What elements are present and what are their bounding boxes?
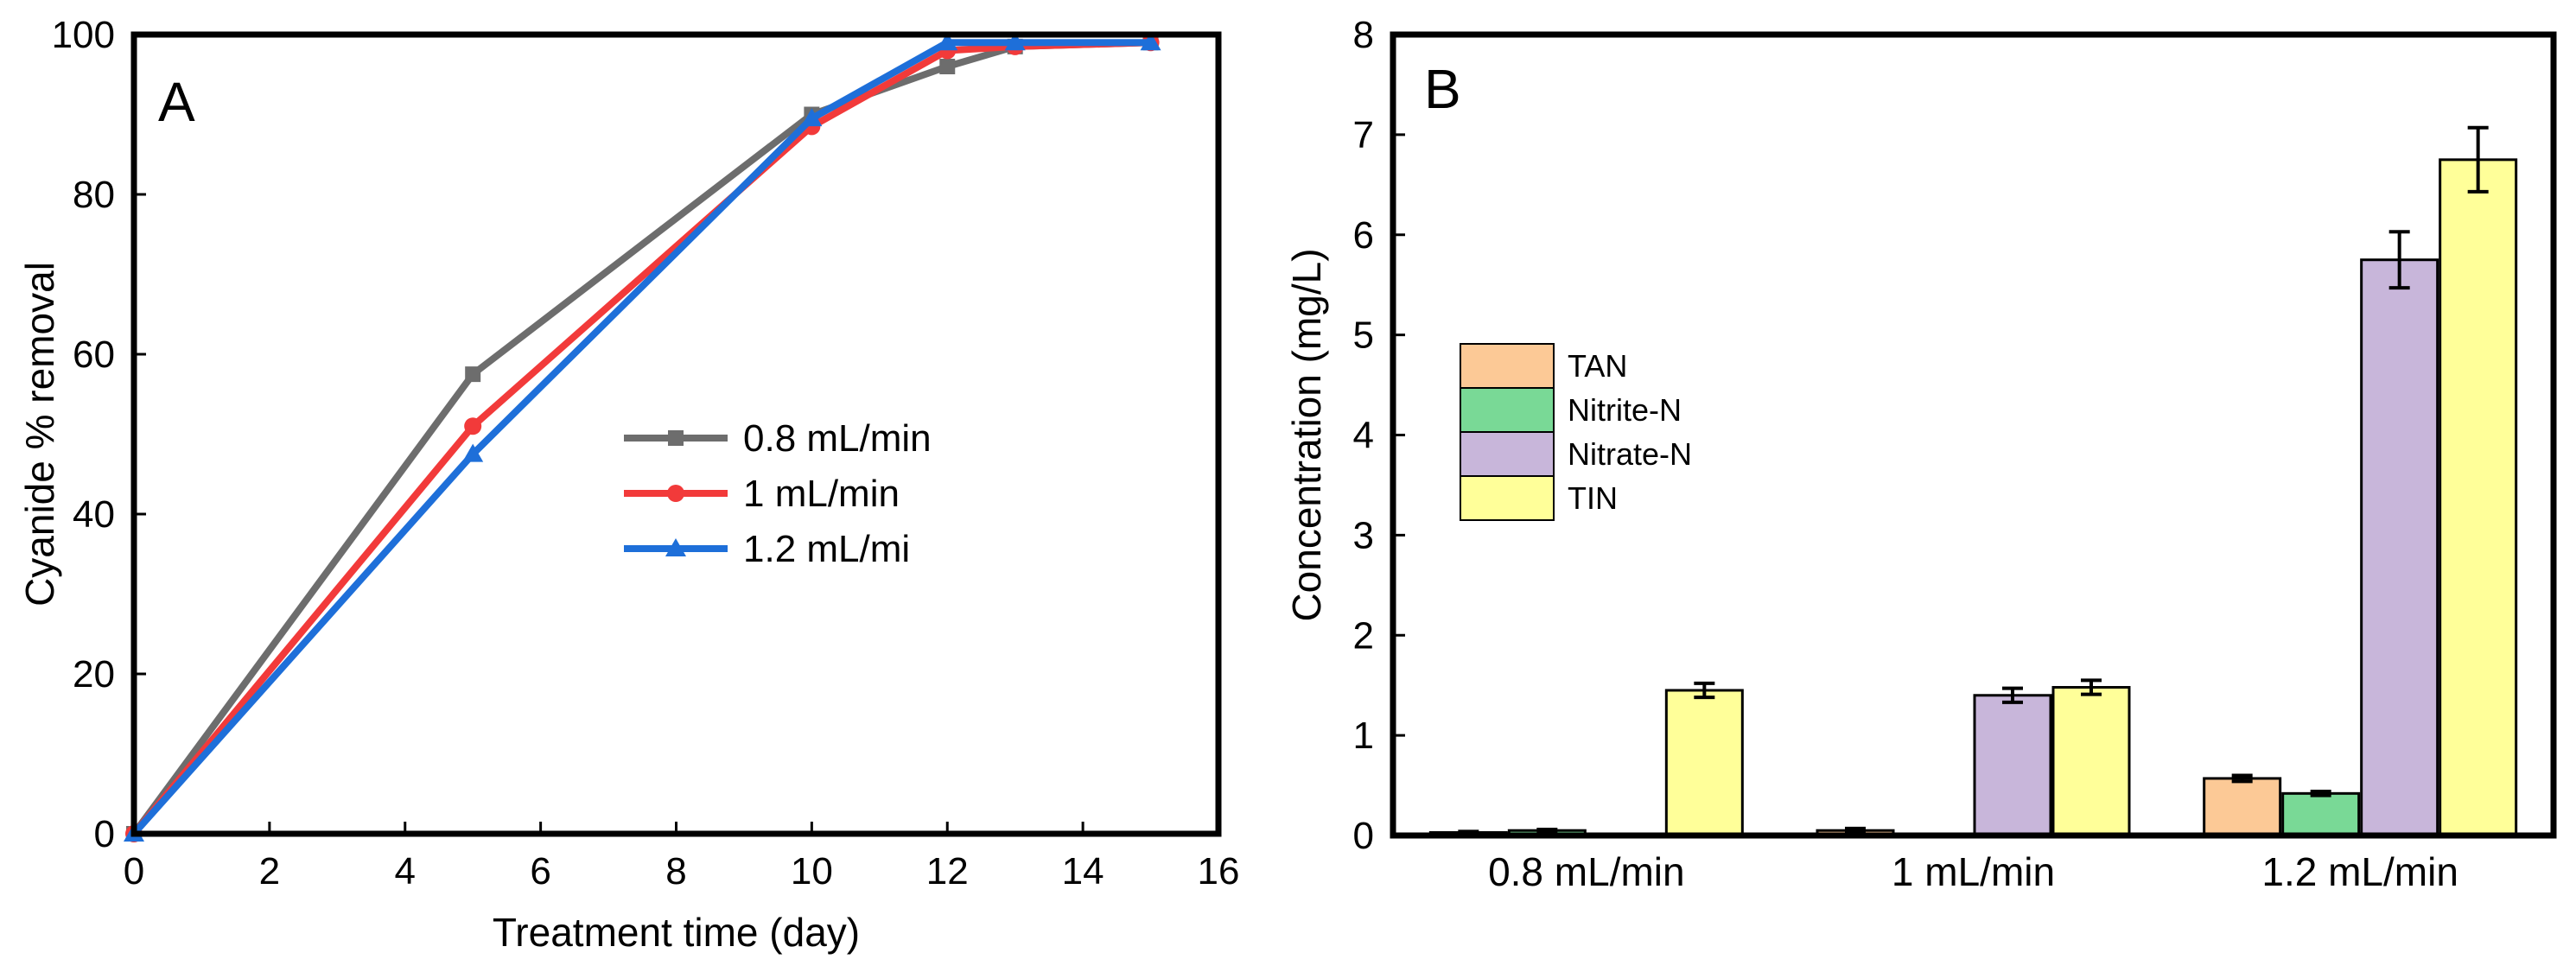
legend-label: Nitrite-N	[1568, 392, 1682, 428]
legend-swatch	[1460, 387, 1555, 433]
marker-triangle	[1140, 32, 1161, 51]
bar-nitrate-n	[2360, 258, 2439, 837]
bar-nitrate-n	[1973, 694, 2052, 837]
marker-triangle	[462, 443, 484, 462]
bar-tin	[1664, 689, 1744, 837]
bar-nitrite-n	[2281, 791, 2361, 837]
bar-tin	[2439, 158, 2518, 837]
legend-label: TAN	[1568, 348, 1627, 384]
x-tick-label: 2	[259, 850, 280, 893]
series-1-2-ml-mi	[124, 32, 1161, 842]
x-category-label: 1 mL/min	[1892, 849, 2055, 894]
plot-frame-a	[130, 31, 1222, 837]
y-tick-label: 100	[52, 14, 115, 56]
marker-triangle	[665, 538, 686, 556]
legend-label: 0.8 mL/min	[743, 417, 932, 460]
legend-a: 0.8 mL/min 1 mL/min 1.2 mL/mi	[624, 417, 932, 570]
x-tick-label: 4	[395, 850, 416, 893]
marker-square	[668, 430, 684, 446]
legend-label: 1.2 mL/mi	[743, 528, 910, 570]
y-tick-label: 40	[73, 493, 115, 536]
y-tick-label: 20	[73, 653, 115, 696]
panel-b: 0 1 2 3 4 5 6 7 8 0.8 mL/min 1 mL/min 1.2 mL/min TAN…	[1284, 14, 2557, 894]
legend-b: TAN Nitrite-N Nitrate-N TIN	[1460, 343, 1692, 521]
y-tick-label: 8	[1353, 14, 1374, 56]
marker-square	[939, 59, 956, 74]
bar-tan	[2203, 777, 2282, 837]
series-line	[131, 39, 1151, 836]
marker-circle	[464, 417, 482, 435]
y-tick-label: 6	[1353, 214, 1374, 257]
x-category-label: 0.8 mL/min	[1488, 849, 1685, 894]
legend-swatch	[1460, 475, 1555, 521]
y-tick-label: 3	[1353, 514, 1374, 556]
legend-label: TIN	[1568, 480, 1618, 516]
x-tick-label: 10	[791, 850, 833, 893]
x-tick-label: 16	[1198, 850, 1240, 893]
legend-label: 1 mL/min	[743, 473, 900, 515]
x-tick-label: 14	[1062, 850, 1104, 893]
panel-a: 0 2 4 6 8 10 12 14 16 0 20 40 60 80 100 0.8 mL/min 1 mL/…	[17, 14, 1239, 955]
marker-triangle	[801, 108, 823, 127]
x-category-label: 1.2 mL/min	[2261, 849, 2458, 894]
legend-swatch	[1460, 343, 1555, 389]
x-tick-label: 8	[665, 850, 686, 893]
panel-label-b: B	[1424, 58, 1461, 120]
x-tick-label: 12	[926, 850, 969, 893]
y-tick-label: 0	[94, 813, 115, 855]
y-tick-label: 7	[1353, 114, 1374, 156]
y-tick-label: 80	[73, 174, 115, 216]
x-axis-title: Treatment time (day)	[493, 910, 860, 955]
y-tick-label: 0	[1353, 815, 1374, 857]
x-tick-label: 0	[124, 850, 144, 893]
y-tick-label: 1	[1353, 715, 1374, 757]
y-axis-title: Concentration (mg/L)	[1284, 248, 1329, 621]
plot-frame-b	[1390, 31, 2557, 839]
marker-triangle	[937, 32, 958, 51]
x-tick-label: 6	[530, 850, 550, 893]
y-axis-title: Cyanide % removal	[17, 262, 62, 607]
marker-square	[465, 366, 481, 383]
y-tick-label: 2	[1353, 614, 1374, 657]
legend-label: Nitrate-N	[1568, 436, 1692, 472]
legend-swatch	[1460, 431, 1555, 477]
y-tick-label: 60	[73, 334, 115, 376]
panel-label-a: A	[158, 71, 195, 133]
marker-triangle	[1004, 32, 1026, 51]
y-tick-label: 5	[1353, 314, 1374, 357]
marker-circle	[667, 485, 684, 502]
bar-tin	[2051, 686, 2131, 837]
y-tick-label: 4	[1353, 415, 1374, 457]
